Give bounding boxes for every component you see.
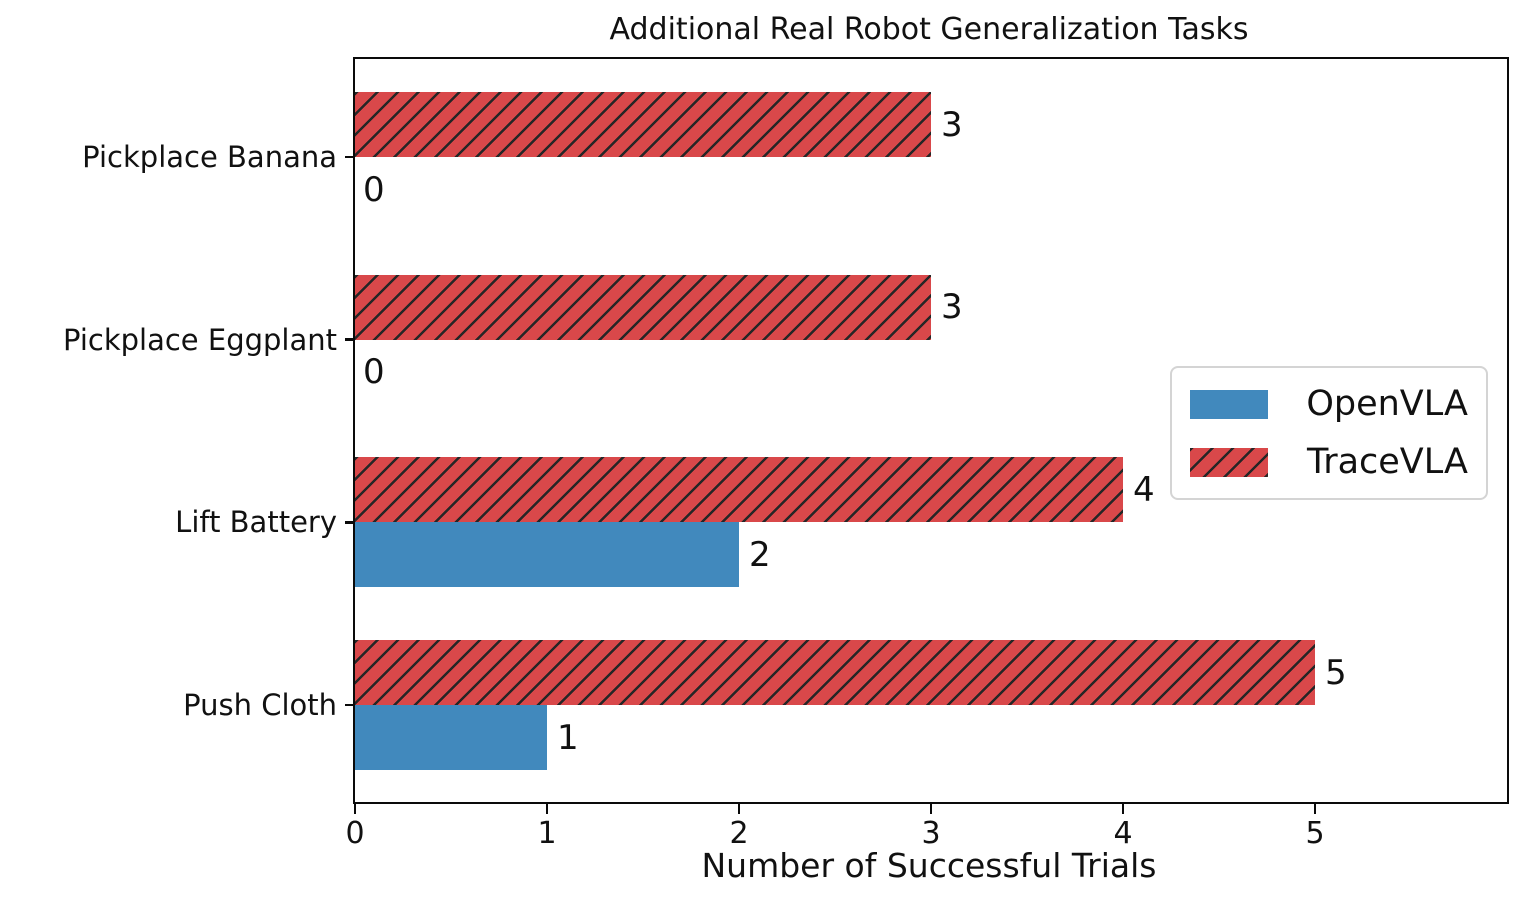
bar-openvla-push-cloth [355, 705, 547, 770]
value-label-openvla-lift-battery: 2 [749, 534, 771, 575]
plot-area: OpenVLA TraceVLA Pickplace Banana 0 3 Pickp… [63, 57, 1509, 851]
x-tick-label-0: 0 [345, 816, 365, 851]
value-label-openvla-pickplace-eggplant: 0 [363, 352, 385, 393]
value-label-tracevla-lift-battery: 4 [1133, 469, 1155, 510]
value-label-tracevla-pickplace-banana: 3 [941, 104, 963, 145]
x-tick-label-2: 2 [729, 816, 749, 851]
y-tick-pickplace-banana [345, 155, 355, 159]
bar-tracevla-pickplace-banana [355, 92, 931, 157]
bar-tracevla-pickplace-eggplant [355, 274, 931, 340]
value-label-tracevla-push-cloth: 5 [1325, 652, 1347, 693]
y-tick-lift-battery [345, 521, 355, 524]
bar-tracevla-lift-battery [355, 457, 1123, 523]
openvla-swatch [1190, 389, 1268, 419]
x-tick-0 [353, 802, 357, 814]
x-tick-label-4: 4 [1113, 816, 1133, 851]
x-tick-3 [929, 802, 933, 814]
legend-entry-tracevla: TraceVLA [1190, 438, 1468, 486]
bar-openvla-lift-battery [355, 522, 739, 588]
legend-label-tracevla: TraceVLA [1306, 442, 1468, 482]
x-tick-4 [1121, 802, 1125, 814]
bar-tracevla-push-cloth [355, 640, 1315, 705]
x-axis-label: Number of Successful Trials [701, 846, 1157, 885]
x-tick-label-3: 3 [921, 816, 941, 851]
value-label-openvla-push-cloth: 1 [557, 717, 579, 758]
x-tick-2 [737, 802, 741, 814]
legend: OpenVLA TraceVLA [1170, 366, 1488, 500]
x-tick-label-5: 5 [1305, 816, 1325, 851]
y-tick-push-cloth [345, 703, 355, 707]
category-label-lift-battery: Lift Battery [175, 505, 337, 540]
x-tick-1 [545, 802, 549, 814]
tracevla-swatch [1190, 447, 1268, 477]
x-tick-label-1: 1 [537, 816, 557, 851]
category-label-push-cloth: Push Cloth [183, 688, 337, 722]
value-label-openvla-pickplace-banana: 0 [363, 169, 385, 210]
category-label-pickplace-banana: Pickplace Banana [82, 140, 337, 174]
category-label-pickplace-eggplant: Pickplace Eggplant [62, 322, 337, 357]
legend-label-openvla: OpenVLA [1306, 384, 1468, 424]
y-tick-pickplace-eggplant [345, 338, 355, 341]
value-label-tracevla-pickplace-eggplant: 3 [941, 287, 963, 328]
x-tick-5 [1313, 802, 1317, 814]
chart-title: Additional Real Robot Generalization Tas… [609, 12, 1249, 47]
legend-entry-openvla: OpenVLA [1190, 380, 1468, 428]
